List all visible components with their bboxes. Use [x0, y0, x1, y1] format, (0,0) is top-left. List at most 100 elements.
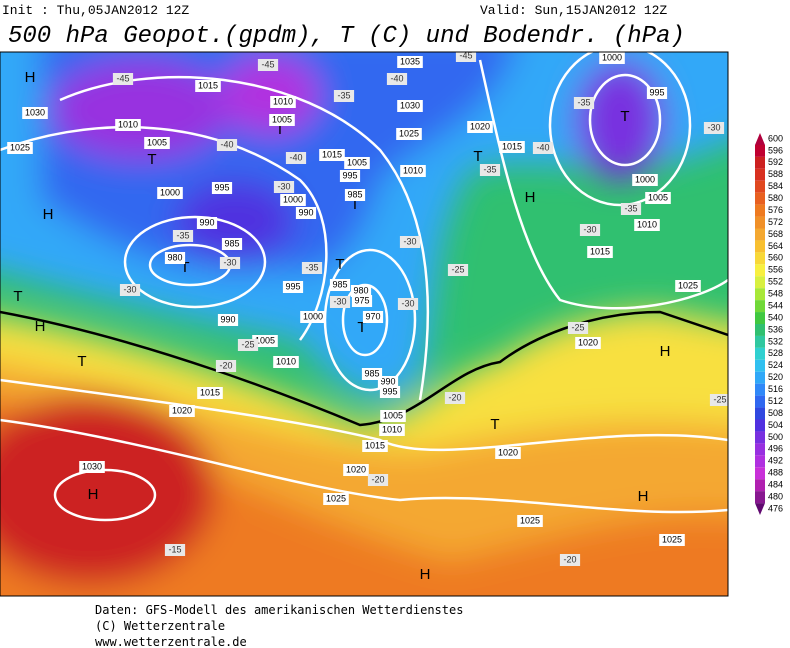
isotherm-label: -35 [483, 164, 496, 174]
isobar-label-box [499, 141, 525, 153]
isotherm-label-box [479, 164, 501, 176]
isobar-label-box [269, 114, 295, 126]
isobar-label-box [379, 424, 405, 436]
legend-cell [755, 180, 765, 193]
legend-cell [755, 144, 765, 157]
isobar-label: 1020 [470, 121, 490, 131]
isotherm-label-box [559, 554, 581, 566]
isotherm-label-box [219, 257, 241, 269]
isobar-label-box [645, 192, 671, 204]
init-time: Init : Thu,05JAN2012 12Z [2, 3, 189, 18]
isobar-label-box [79, 461, 105, 473]
legend-cell [755, 335, 765, 348]
isotherm-label-box [216, 139, 238, 151]
isobar-label-box [517, 515, 543, 527]
isobar-label: 1005 [383, 410, 403, 420]
isobar-label-box [587, 246, 613, 258]
isotherm-label: -30 [333, 296, 346, 306]
isobar-label-box [495, 447, 521, 459]
isotherm-label: -35 [624, 203, 637, 213]
pressure-center: T [335, 256, 344, 273]
isotherm-label: -25 [241, 339, 254, 349]
pressure-center: T [180, 259, 189, 276]
legend-label: 512 [768, 396, 783, 406]
isobar-label-box [351, 295, 373, 307]
isobar-label-box [319, 149, 345, 161]
isobar-label-box [197, 387, 223, 399]
isotherm-label: -30 [401, 298, 414, 308]
isobar-label-box [361, 368, 383, 380]
legend-cell [755, 491, 765, 504]
isobar-label-box [115, 119, 141, 131]
legend-label: 476 [768, 503, 783, 513]
isotherm-label: -40 [220, 139, 233, 149]
pressure-center: H [420, 566, 431, 583]
legend-label: 520 [768, 372, 783, 382]
isotherm-label: -25 [451, 264, 464, 274]
legend-label: 504 [768, 420, 783, 430]
isobar-label: 1025 [10, 142, 30, 152]
legend-label: 592 [768, 157, 783, 167]
isobar-label: 995 [649, 87, 664, 97]
isobar-label-box [217, 314, 239, 326]
isobar-label: 1010 [403, 165, 423, 175]
isobar-label: 1030 [400, 100, 420, 110]
isotherm-label: -45 [459, 50, 472, 60]
legend-label: 516 [768, 384, 783, 394]
legend-label: 584 [768, 181, 783, 191]
isotherm-label-box [215, 360, 237, 372]
legend-label: 548 [768, 289, 783, 299]
isotherm-label: -35 [337, 90, 350, 100]
isotherm-label-box [301, 262, 323, 274]
legend-cell [755, 264, 765, 277]
isobar-label: 1010 [382, 424, 402, 434]
isobar-label: 1000 [635, 174, 655, 184]
isobar-label-box [599, 52, 625, 64]
legend-label: 572 [768, 217, 783, 227]
isobar-label: 1010 [118, 119, 138, 129]
isobar-label: 1015 [200, 387, 220, 397]
isotherm-label: -30 [277, 181, 290, 191]
isobar-label-box [270, 96, 296, 108]
isobar-label-box [196, 217, 218, 229]
pressure-center: H [43, 206, 54, 223]
legend-cell [755, 371, 765, 384]
isotherm-label: -20 [219, 360, 232, 370]
isobar-label: 1020 [346, 464, 366, 474]
isotherm-label: -30 [403, 236, 416, 246]
legend-cell [755, 383, 765, 396]
isotherm-label: -40 [289, 152, 302, 162]
isobar-label: 1030 [82, 461, 102, 471]
pressure-center: H [88, 486, 99, 503]
isobar-label: 1010 [637, 219, 657, 229]
isobar-label-box [377, 376, 399, 388]
legend-label: 580 [768, 193, 783, 203]
isobar-label-box [339, 170, 361, 182]
pressure-center: H [660, 343, 671, 360]
isobar-label: 985 [332, 279, 347, 289]
isotherm-label: -25 [713, 394, 726, 404]
isobar-label: 1015 [322, 149, 342, 159]
legend-label: 492 [768, 456, 783, 466]
legend-label: 480 [768, 491, 783, 501]
isotherm-label-box [532, 142, 554, 154]
isobar-label-box [221, 238, 243, 250]
legend-cell [755, 419, 765, 432]
pressure-center: T [490, 416, 499, 433]
legend-cell [755, 204, 765, 217]
isobar-label: 1015 [365, 440, 385, 450]
isobar-label-box [632, 174, 658, 186]
pressure-center: T [620, 108, 629, 125]
isobar-label: 985 [364, 368, 379, 378]
isobar-label: 1015 [198, 80, 218, 90]
isobar-label-box [646, 87, 668, 99]
isobar-label: 1025 [326, 493, 346, 503]
legend-arrow [755, 503, 765, 515]
isobar-label: 1005 [147, 137, 167, 147]
isobar-label: 1025 [399, 128, 419, 138]
isobar-label-box [343, 464, 369, 476]
isobar-label: 1010 [276, 356, 296, 366]
isotherm-label-box [119, 284, 141, 296]
isobar-label: 1000 [303, 311, 323, 321]
legend-label: 564 [768, 241, 783, 251]
